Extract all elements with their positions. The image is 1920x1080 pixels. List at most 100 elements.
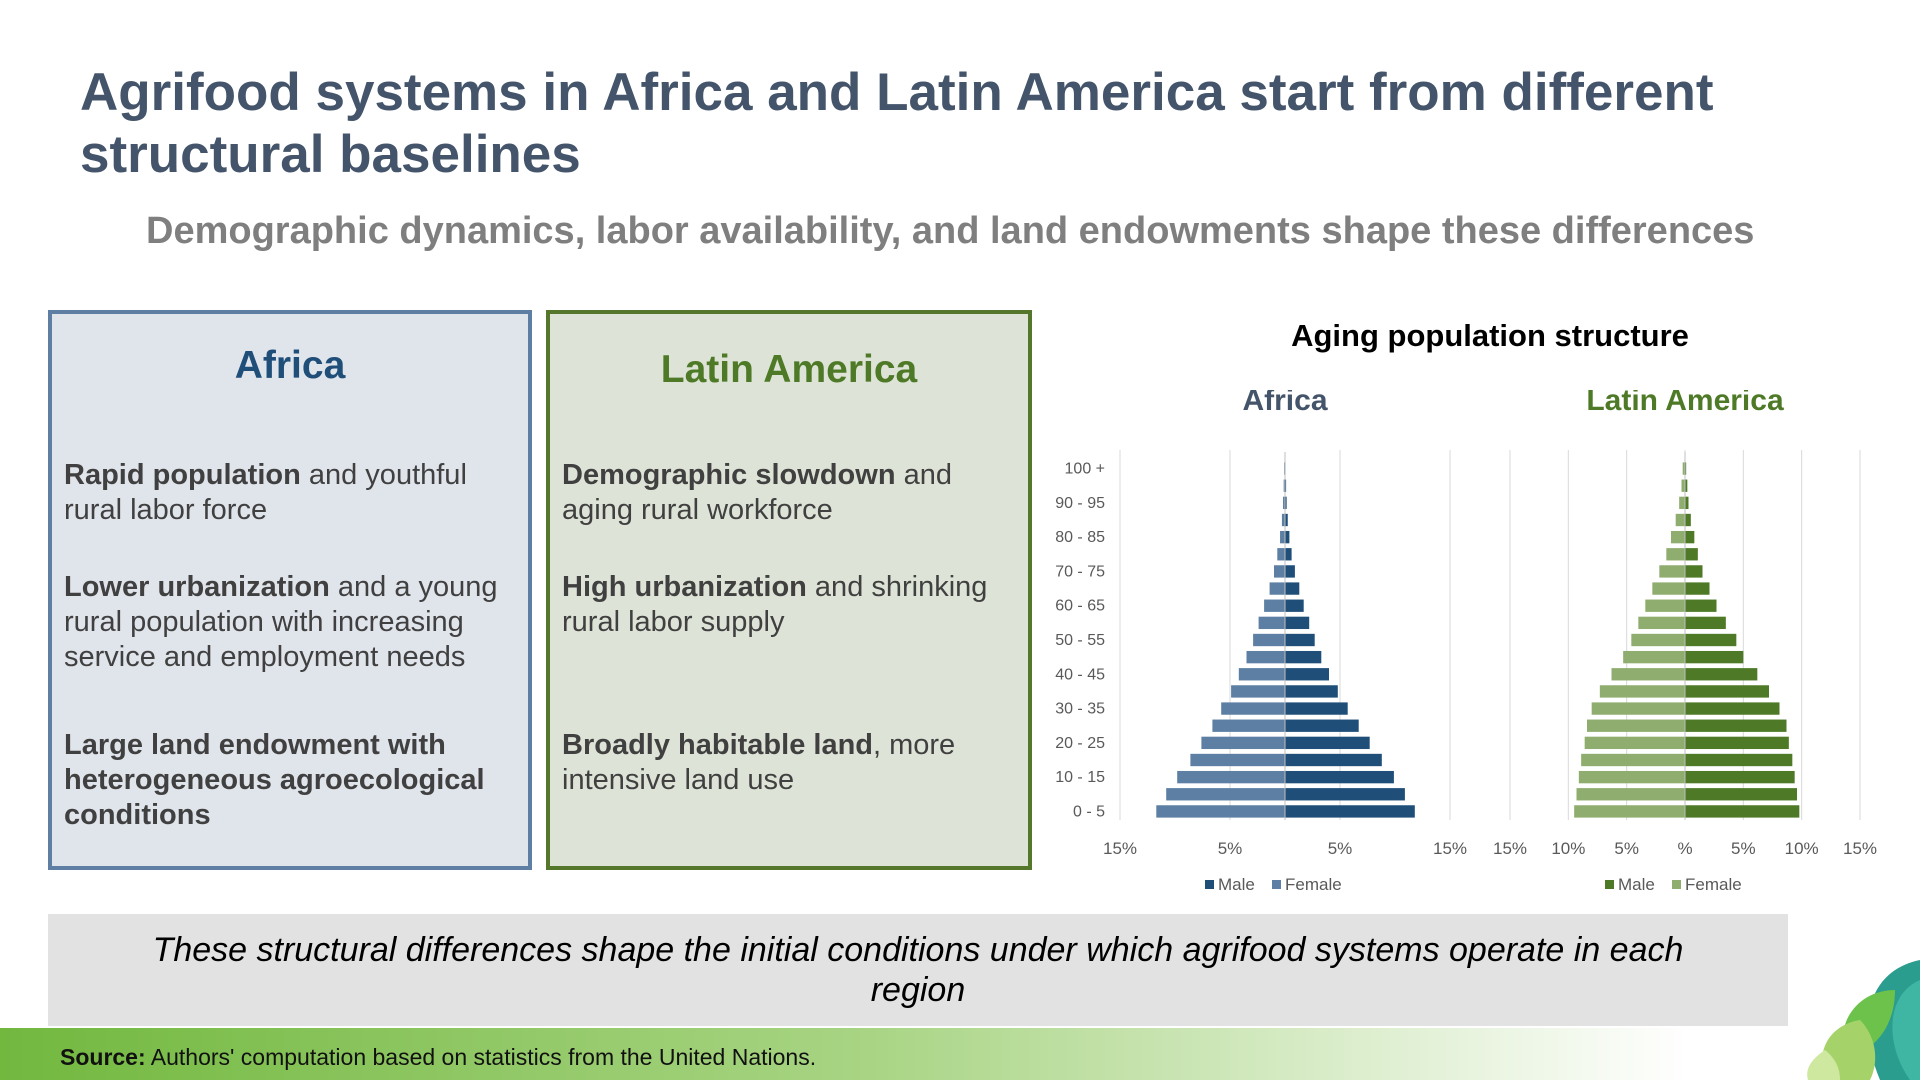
- africa-female-bar: [1258, 616, 1285, 630]
- africa-female-bar: [1238, 668, 1285, 681]
- africa-female-bar: [1264, 599, 1285, 612]
- latam-male-bar: [1685, 753, 1793, 767]
- africa-female-bar: [1177, 770, 1285, 784]
- latam-male-bar: [1685, 616, 1726, 630]
- page-subtitle: Demographic dynamics, labor availability…: [146, 210, 1755, 252]
- latam-female-bar: [1584, 736, 1685, 750]
- age-tick-label: 20 - 25: [1055, 735, 1105, 752]
- africa-x-tick-label: 15%: [1103, 839, 1137, 858]
- africa-female-bar: [1269, 582, 1285, 595]
- latam-point-1: Demographic slowdown and aging rural wor…: [562, 458, 1022, 528]
- conclusion-text: These structural differences shape the i…: [152, 931, 1684, 1009]
- latam-male-bar: [1685, 770, 1795, 784]
- africa-male-bar: [1285, 496, 1287, 510]
- africa-point-1-text: and youthful rural labor force: [64, 459, 467, 526]
- latam-female-bar: [1623, 650, 1685, 664]
- africa-female-bar: [1221, 702, 1285, 715]
- latam-x-tick-label: 5%: [1614, 839, 1639, 858]
- latam-box: Latin America Demographic slowdown and a…: [546, 310, 1032, 870]
- latam-male-bar: [1685, 650, 1744, 664]
- africa-legend-female-swatch: [1272, 880, 1281, 889]
- africa-legend-male-label: Male: [1218, 875, 1255, 894]
- latam-x-tick-label: 15%: [1493, 839, 1527, 858]
- latam-male-bar: [1685, 530, 1695, 544]
- latam-point-1-bold: Demographic slowdown: [562, 459, 896, 491]
- africa-male-bar: [1285, 548, 1292, 561]
- latam-male-bar: [1685, 685, 1769, 698]
- latam-female-bar: [1631, 633, 1685, 647]
- africa-female-bar: [1277, 548, 1285, 561]
- latam-point-2-bold: High urbanization: [562, 571, 807, 603]
- africa-female-bar: [1253, 633, 1285, 647]
- latam-female-bar: [1671, 530, 1685, 544]
- africa-female-bar: [1283, 479, 1285, 492]
- latam-male-bar: [1685, 805, 1800, 818]
- latam-female-bar: [1587, 719, 1685, 732]
- africa-female-bar: [1201, 736, 1285, 750]
- latam-female-bar: [1638, 616, 1685, 630]
- africa-male-bar: [1285, 685, 1338, 698]
- latam-legend-male-label: Male: [1618, 875, 1655, 894]
- latam-female-bar: [1578, 770, 1685, 784]
- leaf-logo-decoration: [1807, 960, 1920, 1080]
- latam-female-bar: [1574, 805, 1685, 818]
- africa-female-bar: [1166, 788, 1285, 801]
- africa-male-bar: [1285, 770, 1394, 784]
- africa-female-bar: [1190, 753, 1285, 767]
- africa-pyramid-heading: Africa: [1242, 390, 1327, 417]
- age-tick-label: 100 +: [1065, 461, 1105, 478]
- africa-female-bar: [1280, 530, 1285, 544]
- latam-point-3-text: , more intensive land use: [562, 729, 956, 796]
- latam-x-tick-label: 5%: [1731, 839, 1756, 858]
- africa-male-bar: [1285, 599, 1304, 612]
- africa-male-bar: [1285, 702, 1348, 715]
- africa-point-2: Lower urbanization and a young rural pop…: [64, 570, 524, 675]
- latam-point-2-text: and shrinking rural labor supply: [562, 571, 988, 638]
- latam-male-bar: [1685, 548, 1698, 561]
- africa-female-bar: [1274, 565, 1285, 578]
- latam-male-bar: [1685, 496, 1689, 510]
- age-tick-label: 80 - 85: [1055, 529, 1105, 546]
- latam-point-3-bold: Broadly habitable land: [562, 729, 873, 761]
- africa-point-2-text: and a young rural population with increa…: [64, 571, 498, 673]
- latam-female-bar: [1652, 582, 1685, 595]
- latam-female-bar: [1576, 788, 1685, 801]
- africa-male-bar: [1285, 530, 1290, 544]
- latam-female-bar: [1682, 462, 1685, 475]
- chart-title: Aging population structure: [1291, 318, 1689, 353]
- latam-legend-female-swatch: [1672, 880, 1681, 889]
- africa-male-bar: [1285, 805, 1415, 818]
- latam-female-bar: [1679, 496, 1685, 510]
- source-note: Source: Authors' computation based on st…: [60, 1044, 816, 1071]
- latam-male-bar: [1685, 479, 1688, 492]
- africa-x-tick-label: 5%: [1328, 839, 1353, 858]
- page-title: Agrifood systems in Africa and Latin Ame…: [80, 63, 1714, 184]
- latam-male-bar: [1685, 668, 1758, 681]
- latam-male-bar: [1685, 513, 1691, 527]
- latam-male-bar: [1685, 565, 1703, 578]
- latam-male-bar: [1685, 582, 1710, 595]
- africa-male-bar: [1285, 565, 1295, 578]
- age-tick-label: 50 - 55: [1055, 632, 1105, 649]
- latam-male-bar: [1685, 599, 1717, 612]
- latam-female-bar: [1666, 548, 1685, 561]
- age-tick-label: 10 - 15: [1055, 769, 1105, 786]
- latam-male-bar: [1685, 462, 1687, 475]
- latam-male-bar: [1685, 719, 1787, 732]
- latam-x-tick-label: 10%: [1785, 839, 1819, 858]
- latam-x-tick-label: 10%: [1551, 839, 1585, 858]
- latam-legend-female-label: Female: [1685, 875, 1742, 894]
- africa-female-bar: [1281, 513, 1285, 527]
- latam-female-bar: [1645, 599, 1685, 612]
- africa-box: Africa Rapid population and youthful rur…: [48, 310, 532, 870]
- latam-female-bar: [1591, 702, 1685, 715]
- africa-female-bar: [1231, 685, 1285, 698]
- latam-x-tick-label: 15%: [1843, 839, 1877, 858]
- age-tick-label: 60 - 65: [1055, 598, 1105, 615]
- africa-male-bar: [1285, 479, 1287, 492]
- source-label: Source:: [60, 1044, 146, 1070]
- africa-point-3-bold: Large land endowment with heterogeneous …: [64, 729, 485, 831]
- latam-legend-male-swatch: [1605, 880, 1614, 889]
- age-tick-label: 70 - 75: [1055, 563, 1105, 580]
- africa-male-bar: [1285, 719, 1359, 732]
